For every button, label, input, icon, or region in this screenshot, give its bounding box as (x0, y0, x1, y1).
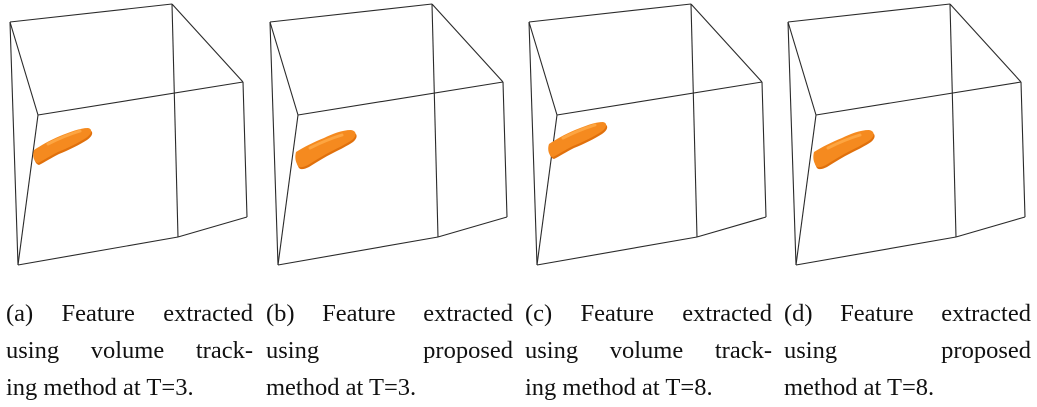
box-edge (9, 21, 19, 266)
caption-word: volume (609, 337, 684, 364)
caption-word: method at T=3. (266, 374, 417, 401)
box-edge (17, 114, 39, 266)
caption-word: extracted (163, 300, 253, 327)
box-edge (536, 114, 558, 266)
caption-word: track- (714, 337, 772, 364)
box-edge (795, 236, 957, 266)
box-edge (269, 21, 279, 266)
caption-word: (c) (525, 300, 553, 327)
box-edge (437, 216, 508, 238)
caption-word: volume (90, 337, 165, 364)
caption-word: (d) (784, 300, 813, 327)
caption-word: using (6, 337, 60, 364)
panel-a: (a) Feature extracted using volume track-ing … (0, 0, 259, 407)
box-edge (528, 21, 558, 116)
box-edge (277, 236, 439, 266)
caption-word: using (266, 337, 320, 364)
box-edge (949, 3, 957, 238)
caption-line: (a) Feature extracted (6, 295, 253, 332)
caption-word: Feature (61, 300, 135, 327)
box-edge (502, 81, 508, 218)
box-edge (787, 21, 817, 116)
caption-word: ing method at T=3. (6, 374, 194, 401)
caption-line: using volume track- (525, 332, 772, 369)
extracted-feature (813, 130, 875, 170)
box-edge (37, 81, 244, 116)
caption-line: using volume track- (6, 332, 253, 369)
volume-render-d (787, 3, 1026, 266)
box-edge (795, 114, 817, 266)
box-edge (528, 3, 692, 23)
box-edge (9, 3, 173, 23)
caption-line: (c) Feature extracted (525, 295, 772, 332)
caption-c: (c) Feature extracted using volume track-ing … (525, 295, 772, 406)
box-edge (242, 81, 248, 218)
volume-render-b (269, 3, 508, 266)
caption-word: Feature (322, 300, 396, 327)
box-edge (277, 114, 299, 266)
box-edge (696, 216, 767, 238)
volume-render-c (528, 3, 767, 266)
box-edge (690, 3, 763, 83)
caption-word: Feature (840, 300, 914, 327)
extracted-feature (295, 130, 357, 170)
box-edge (536, 236, 698, 266)
caption-word: extracted (682, 300, 772, 327)
caption-word: track- (195, 337, 253, 364)
caption-line: using proposed (266, 332, 513, 369)
caption-line: (d) Feature extracted (784, 295, 1031, 332)
box-edge (955, 216, 1026, 238)
panel-b: (b) Feature extracted using proposed method a… (260, 0, 519, 407)
caption-word: using (784, 337, 838, 364)
box-edge (528, 21, 538, 266)
volume-render-a (9, 3, 248, 266)
box-edge (269, 21, 299, 116)
panel-d: (d) Feature extracted using proposed method a… (778, 0, 1037, 407)
caption-word: extracted (423, 300, 513, 327)
box-edge (269, 3, 433, 23)
box-edge (431, 3, 439, 238)
box-edge (787, 3, 951, 23)
caption-line: using proposed (784, 332, 1031, 369)
box-edge (787, 21, 797, 266)
caption-word: proposed (423, 337, 513, 364)
box-edge (1020, 81, 1026, 218)
caption-word: Feature (580, 300, 654, 327)
box-edge (171, 3, 179, 238)
caption-b: (b) Feature extracted using proposed method a… (266, 295, 513, 406)
box-edge (556, 81, 763, 116)
caption-word: ing method at T=8. (525, 374, 713, 401)
box-edge (9, 21, 39, 116)
box-edge (949, 3, 1022, 83)
box-edge (690, 3, 698, 238)
panel-c: (c) Feature extracted using volume track-ing … (519, 0, 778, 407)
box-edge (297, 81, 504, 116)
caption-word: using (525, 337, 579, 364)
extracted-feature (33, 128, 93, 165)
box-edge (431, 3, 504, 83)
box-edge (815, 81, 1022, 116)
caption-line: method at T=8. (784, 369, 1031, 406)
caption-a: (a) Feature extracted using volume track-ing … (6, 295, 253, 406)
caption-word: proposed (941, 337, 1031, 364)
caption-line: ing method at T=8. (525, 369, 772, 406)
box-edge (171, 3, 244, 83)
caption-line: method at T=3. (266, 369, 513, 406)
caption-word: method at T=8. (784, 374, 935, 401)
caption-line: (b) Feature extracted (266, 295, 513, 332)
box-edge (17, 236, 179, 266)
caption-d: (d) Feature extracted using proposed method a… (784, 295, 1031, 406)
caption-word: (a) (6, 300, 34, 327)
box-edge (177, 216, 248, 238)
caption-word: extracted (941, 300, 1031, 327)
caption-word: (b) (266, 300, 295, 327)
caption-line: ing method at T=3. (6, 369, 253, 406)
box-edge (761, 81, 767, 218)
extracted-feature (548, 122, 608, 159)
